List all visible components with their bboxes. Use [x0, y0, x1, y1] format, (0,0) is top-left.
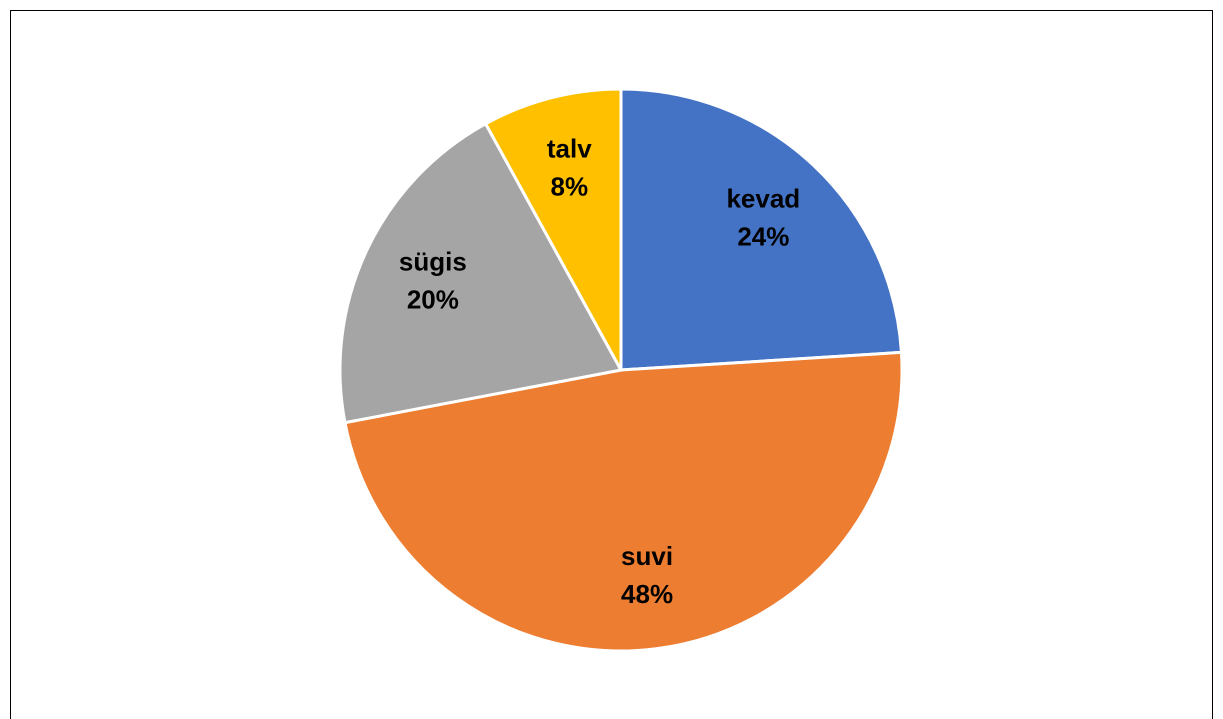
pie-slice — [338, 122, 623, 425]
slice-category-label: talv — [547, 133, 592, 163]
pie-slice — [484, 87, 623, 372]
slice-category-label: kevad — [726, 183, 800, 213]
slice-value-label: 20% — [407, 284, 459, 314]
slice-category-label: sügis — [399, 246, 467, 276]
pie-slice — [343, 350, 904, 653]
slice-value-label: 48% — [621, 579, 673, 609]
pie-slice — [619, 87, 903, 372]
slice-value-label: 24% — [737, 221, 789, 251]
slice-value-label: 8% — [550, 171, 588, 201]
slice-category-label: suvi — [621, 541, 673, 571]
